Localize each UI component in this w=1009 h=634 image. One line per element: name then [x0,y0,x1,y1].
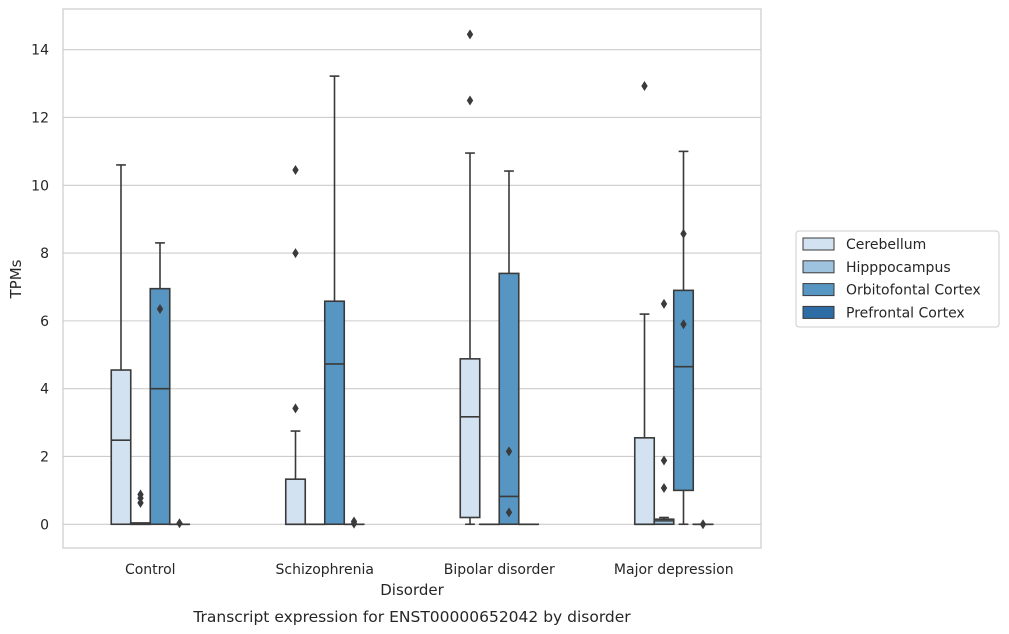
outlier-point [660,482,668,493]
gridlines [63,49,761,525]
outlier-point [156,304,164,315]
y-axis-ticks: 0 2 4 6 8 10 12 14 [31,43,49,534]
legend-label: Orbitofontal Cortex [846,283,981,299]
box [149,287,171,526]
outlier-point [292,165,299,176]
outlier-point [350,516,358,527]
outlier-point [137,489,144,500]
outlier-point [680,228,687,239]
box-bodies [110,272,714,526]
plot-series [110,29,714,530]
outlier-point [505,446,513,457]
outlier-point [292,403,299,414]
x-tick-label: Control [125,562,176,578]
legend-swatch [802,260,835,274]
y-tick-label: 10 [31,178,49,194]
outlier-point [660,298,668,309]
x-tick-label: Schizophrenia [276,562,374,578]
box-lines [111,29,713,530]
outlier-point [292,248,299,259]
outlier-point [466,29,474,40]
box [284,478,307,526]
x-tick-label: Bipolar disorder [444,562,555,578]
legend-label: Cerebellum [846,237,926,253]
y-tick-label: 0 [40,517,49,533]
x-tick-label: Major depression [614,562,734,578]
legend-swatch [802,283,835,297]
outlier-point [660,455,668,466]
box [110,369,132,526]
y-tick-label: 14 [31,43,49,59]
outlier-point [176,518,183,529]
box [459,358,481,519]
outlier-point [699,519,707,530]
y-tick-label: 4 [40,382,49,398]
y-axis-label: TPMs [7,259,25,299]
legend-label: Hipppocampus [846,260,951,276]
legend-label: Prefrontal Cortex [846,305,965,321]
box [498,272,520,526]
y-tick-label: 2 [40,449,49,465]
x-axis-label: Disorder [380,581,444,599]
legend-swatch [802,237,835,251]
y-tick-label: 6 [40,314,49,330]
outlier-point [641,80,648,91]
box [323,300,346,526]
box [653,518,675,526]
box [633,437,656,526]
plot-frame [62,8,762,549]
legend-frame [795,230,1000,328]
y-tick-label: 8 [40,246,49,262]
chart-caption: Transcript expression for ENST0000065204… [192,608,631,626]
outlier-point [680,319,687,330]
x-axis-ticks: Control Schizophrenia Bipolar disorder Majo… [125,562,734,578]
legend-swatch [802,305,835,319]
outlier-point [466,95,474,106]
legend: Cerebellum Hipppocampus Orbitofontal Corte… [795,230,1000,328]
outlier-point [505,507,513,518]
y-tick-label: 12 [31,110,49,126]
